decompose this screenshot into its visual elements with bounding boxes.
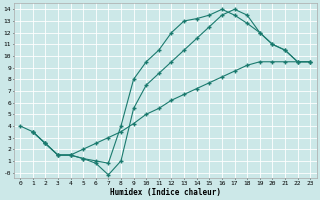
X-axis label: Humidex (Indice chaleur): Humidex (Indice chaleur) [110, 188, 220, 197]
